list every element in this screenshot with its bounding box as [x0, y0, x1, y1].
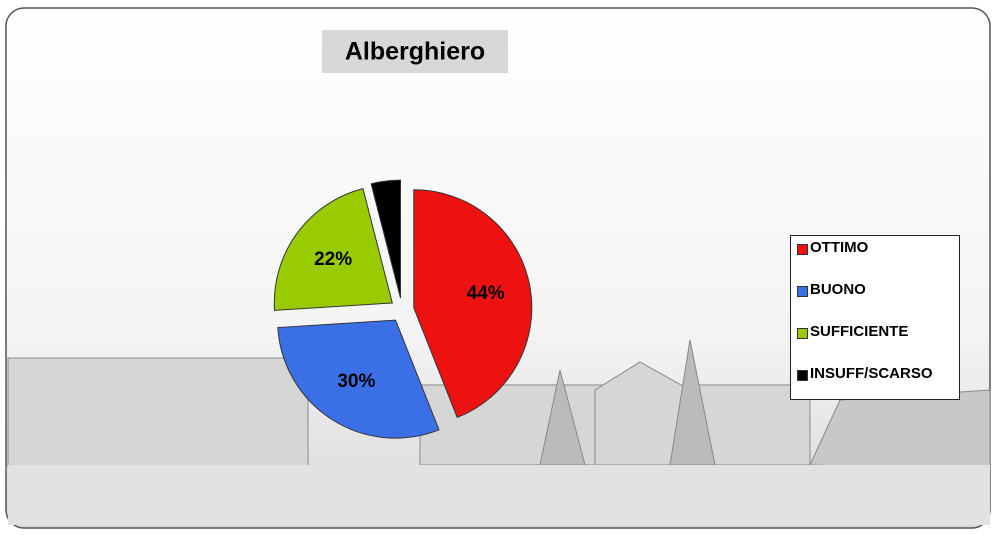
legend-swatch [797, 286, 808, 297]
legend-item: SUFFICIENTE [797, 324, 953, 366]
pie-slice [413, 189, 533, 419]
data-label: 30% [337, 371, 375, 392]
title-box [322, 30, 508, 73]
legend-swatch [797, 328, 808, 339]
legend-label: BUONO [810, 281, 866, 298]
legend: OTTIMO BUONO SUFFICIENTE INSUFF/SCARSO [790, 235, 960, 400]
legend-swatch [797, 244, 808, 255]
legend-label: INSUFF/SCARSO [810, 365, 933, 382]
legend-label: OTTIMO [810, 239, 869, 256]
chart-title: Alberghiero [345, 38, 485, 66]
legend-item: BUONO [797, 282, 953, 324]
legend-item: OTTIMO [797, 240, 953, 282]
pie-slice [273, 188, 393, 311]
data-label: 44% [467, 283, 505, 304]
data-label: 22% [314, 249, 352, 270]
pie-slice [277, 319, 440, 439]
legend-label: SUFFICIENTE [810, 323, 909, 340]
legend-swatch [797, 370, 808, 381]
legend-item: INSUFF/SCARSO [797, 366, 953, 408]
pie-slice [370, 179, 401, 299]
background-building [7, 339, 991, 525]
